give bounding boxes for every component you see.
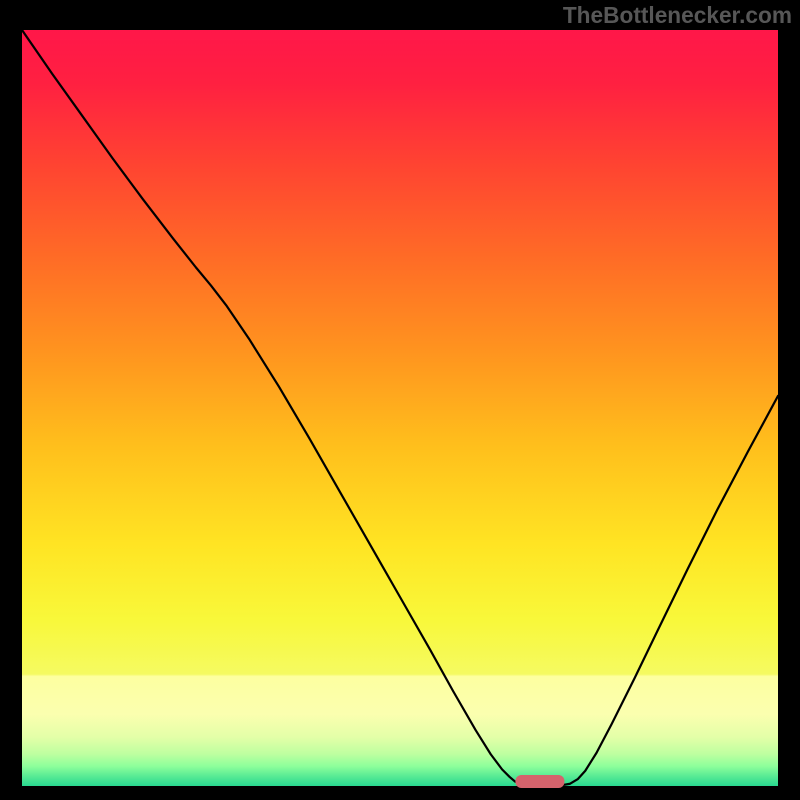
curve-svg bbox=[22, 30, 778, 786]
plot-area bbox=[22, 30, 778, 786]
watermark-text: TheBottlenecker.com bbox=[563, 2, 792, 29]
bottleneck-curve bbox=[22, 30, 778, 785]
optimum-marker bbox=[515, 775, 564, 787]
